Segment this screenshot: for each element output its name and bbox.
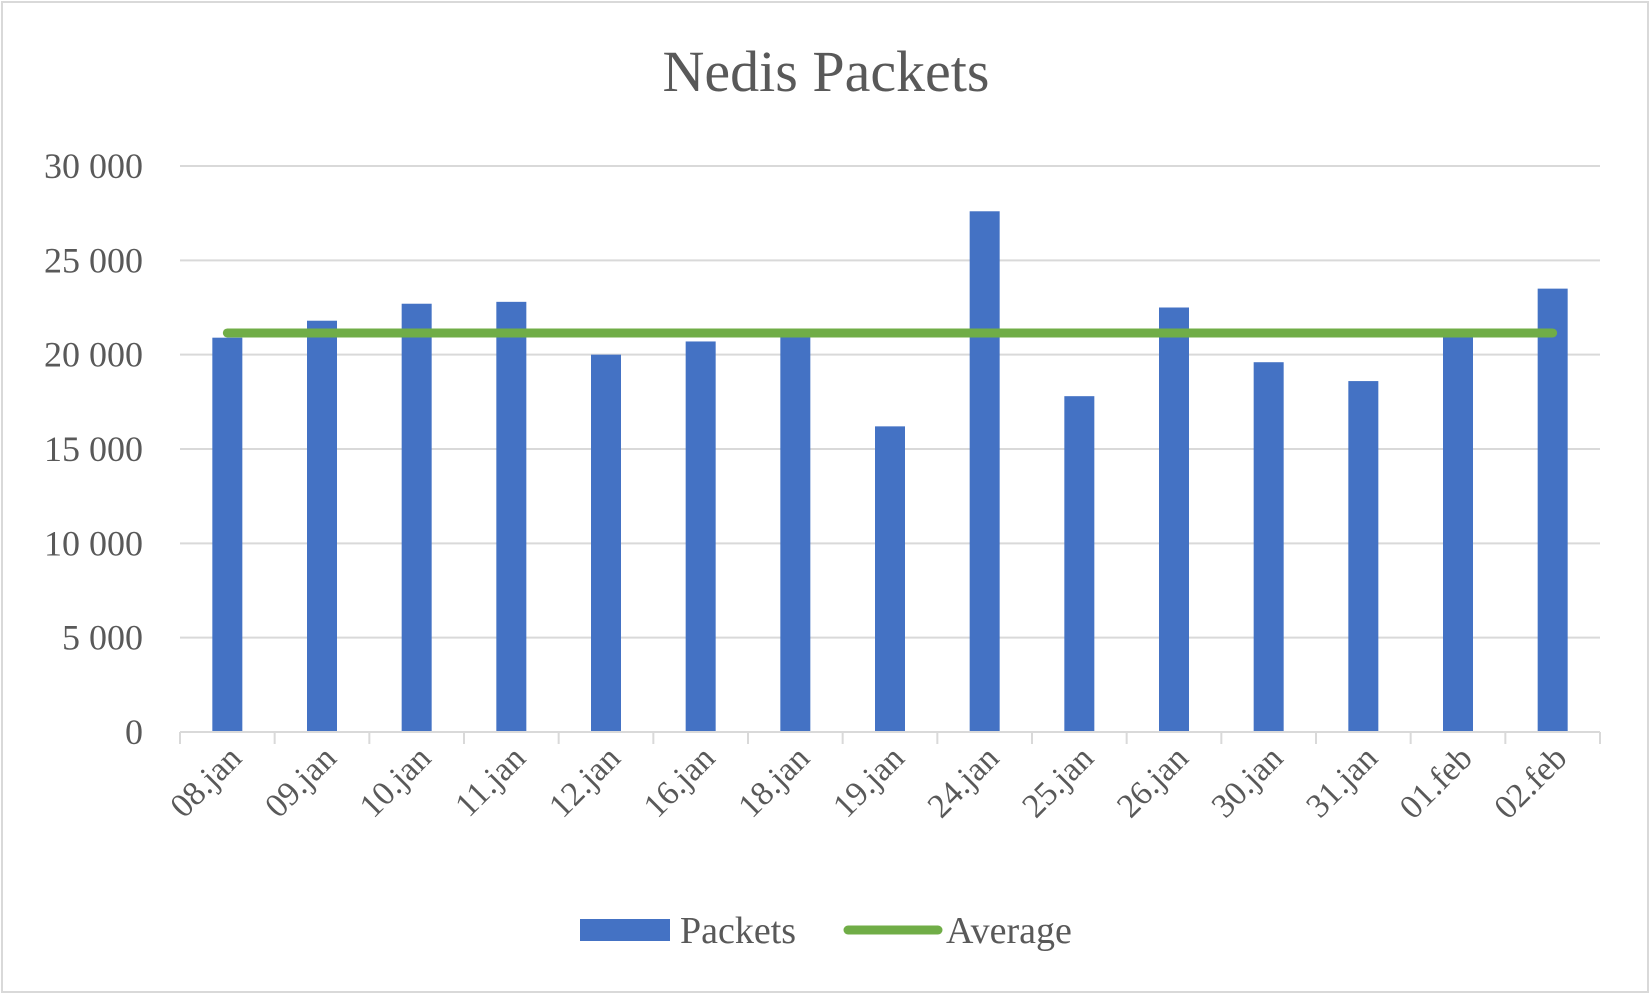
y-tick-label: 10 000 xyxy=(44,523,143,563)
x-axis xyxy=(179,731,1601,744)
y-tick-label: 0 xyxy=(125,712,143,752)
bar-11.jan xyxy=(496,301,527,732)
y-tick-label: 25 000 xyxy=(44,240,143,280)
bar-19.jan xyxy=(875,426,905,732)
legend-label-packets: Packets xyxy=(680,910,796,952)
chart-title: Nedis Packets xyxy=(662,39,990,104)
x-tick-label: 16.jan xyxy=(637,739,723,825)
x-tick-label: 24.jan xyxy=(921,739,1007,825)
legend-swatch-packets xyxy=(580,919,670,941)
bar-30.jan xyxy=(1253,362,1284,732)
bar-16.jan xyxy=(685,341,716,732)
bar-09.jan xyxy=(307,320,337,732)
x-tick-label: 26.jan xyxy=(1110,739,1196,825)
bar-25.jan xyxy=(1064,396,1095,732)
x-tick-label: 19.jan xyxy=(826,739,912,825)
legend-label-average: Average xyxy=(946,910,1072,952)
y-tick-label: 15 000 xyxy=(44,429,143,469)
x-tick-label: 10.jan xyxy=(353,739,439,825)
packets-bars xyxy=(212,211,1568,732)
bar-24.jan xyxy=(969,211,1000,732)
bar-31.jan xyxy=(1348,381,1379,732)
y-tick-label: 20 000 xyxy=(44,335,143,375)
x-tick-label: 12.jan xyxy=(542,739,628,825)
x-tick-label: 08.jan xyxy=(163,739,249,825)
x-tick-label: 18.jan xyxy=(731,739,817,825)
x-tick-label: 01.feb xyxy=(1393,739,1480,826)
y-tick-label: 5 000 xyxy=(62,618,143,658)
bar-01.feb xyxy=(1443,335,1473,732)
bar-18.jan xyxy=(780,333,811,732)
y-tick-label: 30 000 xyxy=(44,146,143,186)
legend: Packets Average xyxy=(580,910,1072,952)
x-tick-label: 30.jan xyxy=(1205,739,1291,825)
x-tick-labels: 08.jan 09.jan 10.jan 11.jan 12.jan 16.jan 18.j… xyxy=(163,739,1574,826)
bar-12.jan xyxy=(591,354,621,732)
bar-26.jan xyxy=(1159,307,1189,732)
bar-08.jan xyxy=(212,337,243,732)
x-tick-label: 02.feb xyxy=(1487,739,1574,826)
x-tick-label: 31.jan xyxy=(1299,739,1385,825)
y-tick-labels: 0 5 000 10 000 15 000 20 000 25 000 30 000 xyxy=(44,146,143,752)
x-tick-label: 25.jan xyxy=(1015,739,1101,825)
bar-02.feb xyxy=(1537,288,1568,732)
x-tick-label: 09.jan xyxy=(258,739,344,825)
bar-10.jan xyxy=(401,303,432,732)
x-tick-label: 11.jan xyxy=(448,739,533,824)
